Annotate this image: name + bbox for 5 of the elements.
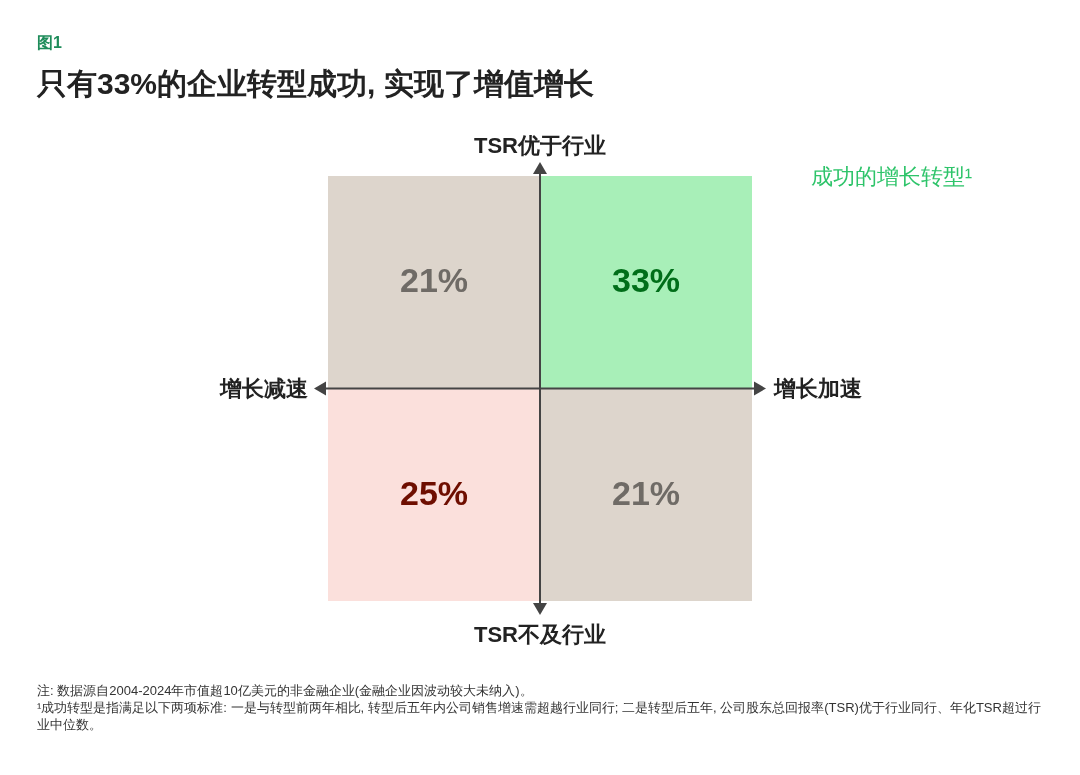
title: 只有33%的企业转型成功, 实现了增值增长 (37, 66, 594, 102)
annotation: 图1 (37, 33, 62, 53)
annotation: 成功的增长转型¹ (810, 164, 972, 189)
annotation: ¹成功转型是指满足以下两项标准: 一是与转型前两年相比, 转型后五年内公司销售增速需超越行业同行; 二是转型后五年, 公司股东总回报率(TSR)优于行业同行、年化TSR超过行业中位数。 (37, 699, 1042, 733)
annotation: 注: 数据源自2004-2024年市值超10亿美元的非金融企业(金融企业因波动较大未纳入)。 (37, 682, 534, 699)
